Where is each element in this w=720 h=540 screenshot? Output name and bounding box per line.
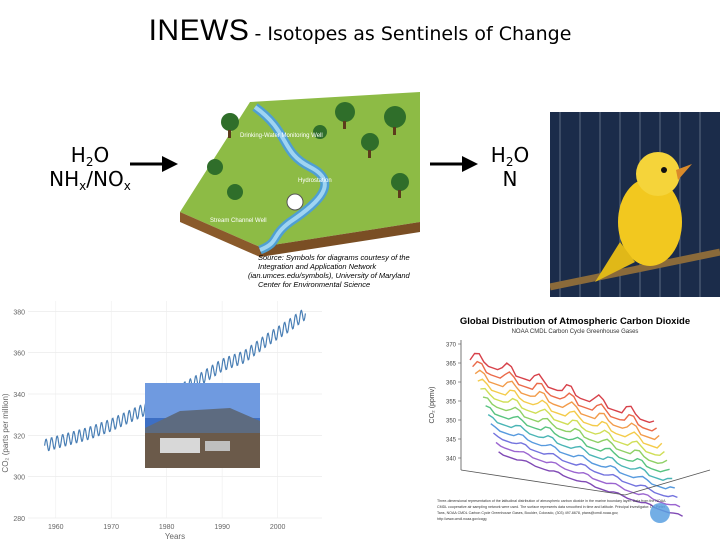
watershed-label: Drinking-Water Monitoring Well: [240, 133, 323, 139]
co2-y-tick: 320: [13, 433, 25, 440]
global-chart-caption: Tans, NOAA CMDL Carbon Cycle Greenhouse …: [437, 511, 618, 515]
co2-y-tick: 380: [13, 309, 25, 316]
co2-y-tick: 300: [13, 475, 25, 482]
right-label: H2O N: [470, 143, 550, 191]
mauna-loa-photo: [145, 383, 260, 468]
surface-band: [485, 405, 670, 473]
co2-y-tick: 340: [13, 392, 25, 399]
left-label: H2O NHx/NOx: [30, 143, 150, 193]
surface-band: [498, 451, 683, 517]
global-y-tick: 365: [446, 362, 457, 368]
surface-band: [477, 378, 663, 449]
co2-x-tick: 2000: [270, 524, 286, 531]
left-label-line1: H2O: [70, 143, 110, 169]
co2-y-tick: 280: [13, 516, 25, 523]
arrow-right-icon: [430, 156, 478, 172]
co2-surface-plot: [469, 352, 683, 517]
watershed-label: Stream Channel Well: [210, 218, 267, 224]
global-chart-caption: Three-dimensional representation of the …: [437, 499, 666, 503]
source-line: (ian.umces.edu/symbols), University of M…: [248, 271, 411, 280]
hydrostation-icon: [286, 193, 304, 211]
global-y-tick: 370: [446, 343, 457, 349]
source-line: Integration and Application Network: [258, 262, 377, 271]
perch: [550, 248, 720, 291]
source-line: Source: Symbols for diagrams courtesy of…: [258, 253, 410, 262]
title-subtitle: - Isotopes as Sentinels of Change: [254, 23, 572, 45]
tree-icon: [207, 102, 409, 200]
co2-ylabel: CO₂ (parts per million): [1, 393, 10, 472]
title-main: INEWS: [148, 14, 250, 47]
global-y-tick: 355: [446, 400, 457, 406]
global-chart-caption: CMDL cooperative air sampling network we…: [437, 505, 666, 509]
right-label-line1: H2O: [490, 143, 530, 169]
surface-band: [492, 432, 678, 499]
global-chart-title: Global Distribution of Atmospheric Carbo…: [460, 316, 690, 327]
canary-photo: [550, 112, 720, 297]
global-co2-chart: Global Distribution of Atmospheric Carbo…: [425, 300, 720, 540]
global-y-tick: 360: [446, 381, 457, 387]
watershed-label: Hydrostation: [298, 178, 332, 184]
global-chart-subtitle: NOAA CMDL Carbon Cycle Greenhouse Gases: [512, 329, 639, 335]
surface-band: [472, 360, 657, 432]
co2-x-tick: 1960: [48, 524, 64, 531]
global-y-tick: 350: [446, 419, 457, 425]
global-chart-ylabel: CO₂ (ppmv): [429, 387, 436, 424]
co2-x-tick: 1970: [103, 524, 119, 531]
global-y-tick: 340: [446, 457, 457, 463]
co2-x-tick: 1990: [214, 524, 230, 531]
noaa-logo: [650, 503, 670, 523]
arrow-right-icon: [130, 156, 178, 172]
surface-band: [474, 369, 660, 441]
slide-title: INEWS - Isotopes as Sentinels of Change: [0, 14, 720, 48]
co2-x-tick: 1980: [159, 524, 175, 531]
surface-band: [487, 414, 673, 482]
surface-band: [490, 423, 675, 490]
surface-band: [480, 387, 665, 457]
global-y-tick: 345: [446, 438, 457, 444]
canary-icon: [595, 152, 692, 282]
left-label-line2: NHx/NOx: [49, 167, 131, 193]
right-label-line2: N: [502, 167, 518, 191]
surface-band: [482, 396, 668, 465]
watershed-diagram: Drinking-Water Monitoring Well Hydrostat…: [180, 92, 420, 289]
surface-band: [495, 441, 681, 508]
co2-xlabel: Years: [165, 532, 185, 540]
surface-band: [469, 352, 655, 424]
co2-y-tick: 360: [13, 351, 25, 358]
global-chart-caption: http://www.cmdl.noaa.gov/ccgg: [437, 517, 487, 521]
source-line: Center for Environmental Science: [258, 280, 370, 289]
